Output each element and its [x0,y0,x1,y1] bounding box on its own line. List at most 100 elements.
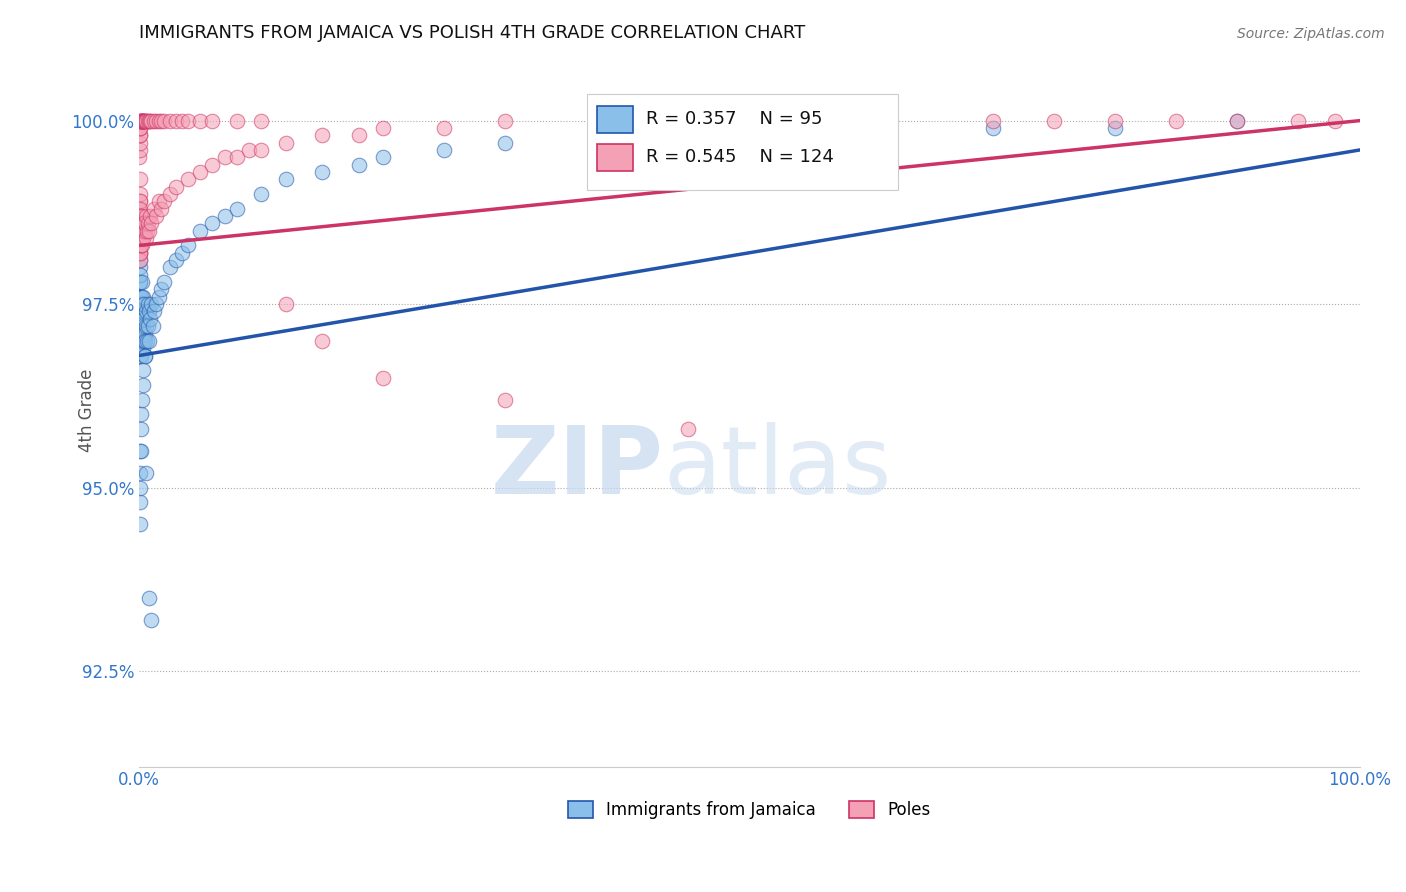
Point [131,290,153,304]
Point [129,245,152,260]
Point [131,209,153,223]
Point [141,319,163,334]
Point [1166,113,1188,128]
Point [132,113,155,128]
Point [152,194,174,209]
Point [139,311,162,326]
Point [131,304,153,318]
Point [1226,113,1249,128]
Point [616,128,638,143]
Point [134,349,156,363]
Point [131,113,153,128]
Point [134,349,156,363]
Point [131,238,153,252]
Point [860,120,883,135]
Point [129,224,152,238]
Point [135,209,157,223]
Point [138,334,160,348]
Point [129,334,152,348]
Point [177,238,200,252]
Point [225,150,247,164]
Point [128,150,150,164]
Point [129,245,152,260]
Point [136,224,159,238]
Point [128,172,150,186]
Point [129,113,152,128]
Point [738,113,761,128]
Point [150,113,173,128]
Point [129,290,152,304]
Text: R = 0.357    N = 95: R = 0.357 N = 95 [645,111,823,128]
Point [132,224,155,238]
Legend: Immigrants from Jamaica, Poles: Immigrants from Jamaica, Poles [561,795,938,826]
Point [311,165,333,179]
Point [177,113,200,128]
Point [131,326,153,341]
FancyBboxPatch shape [586,94,898,190]
Point [131,377,153,392]
Point [129,209,152,223]
Point [135,466,157,480]
Point [129,466,152,480]
Point [129,304,152,318]
Point [152,113,174,128]
Point [129,238,152,252]
Point [129,231,152,245]
Point [129,224,152,238]
Point [128,260,150,275]
Point [129,311,152,326]
Point [129,349,152,363]
Point [129,407,152,421]
Point [274,297,297,311]
Point [129,216,152,230]
Point [134,334,156,348]
Point [129,231,152,245]
Point [129,231,152,245]
Point [170,245,193,260]
Point [131,113,153,128]
Point [131,319,153,334]
Point [128,136,150,150]
Point [131,224,153,238]
Text: Source: ZipAtlas.com: Source: ZipAtlas.com [1237,27,1385,41]
Point [129,297,152,311]
Point [141,297,163,311]
Point [145,297,167,311]
Point [129,275,152,289]
Text: R = 0.545    N = 124: R = 0.545 N = 124 [645,148,834,166]
Point [131,334,153,348]
Point [132,319,155,334]
Point [188,165,211,179]
Point [131,304,153,318]
Point [129,245,152,260]
Point [132,224,155,238]
Point [433,143,456,157]
Point [135,304,157,318]
Point [1226,113,1249,128]
Point [373,120,395,135]
Point [128,194,150,209]
Point [134,113,156,128]
Point [1324,113,1347,128]
Point [134,216,156,230]
Point [129,326,152,341]
Point [131,231,153,245]
Point [136,216,159,230]
Point [131,297,153,311]
Point [139,209,162,223]
Point [138,304,160,318]
Point [129,128,152,143]
Point [129,517,152,532]
Point [128,319,150,334]
Point [142,113,165,128]
Point [128,187,150,202]
Point [250,113,273,128]
Point [129,224,152,238]
Point [1104,113,1126,128]
Point [129,224,152,238]
Point [433,120,456,135]
Point [129,113,152,128]
Point [131,216,153,230]
Point [129,113,152,128]
Point [347,128,370,143]
